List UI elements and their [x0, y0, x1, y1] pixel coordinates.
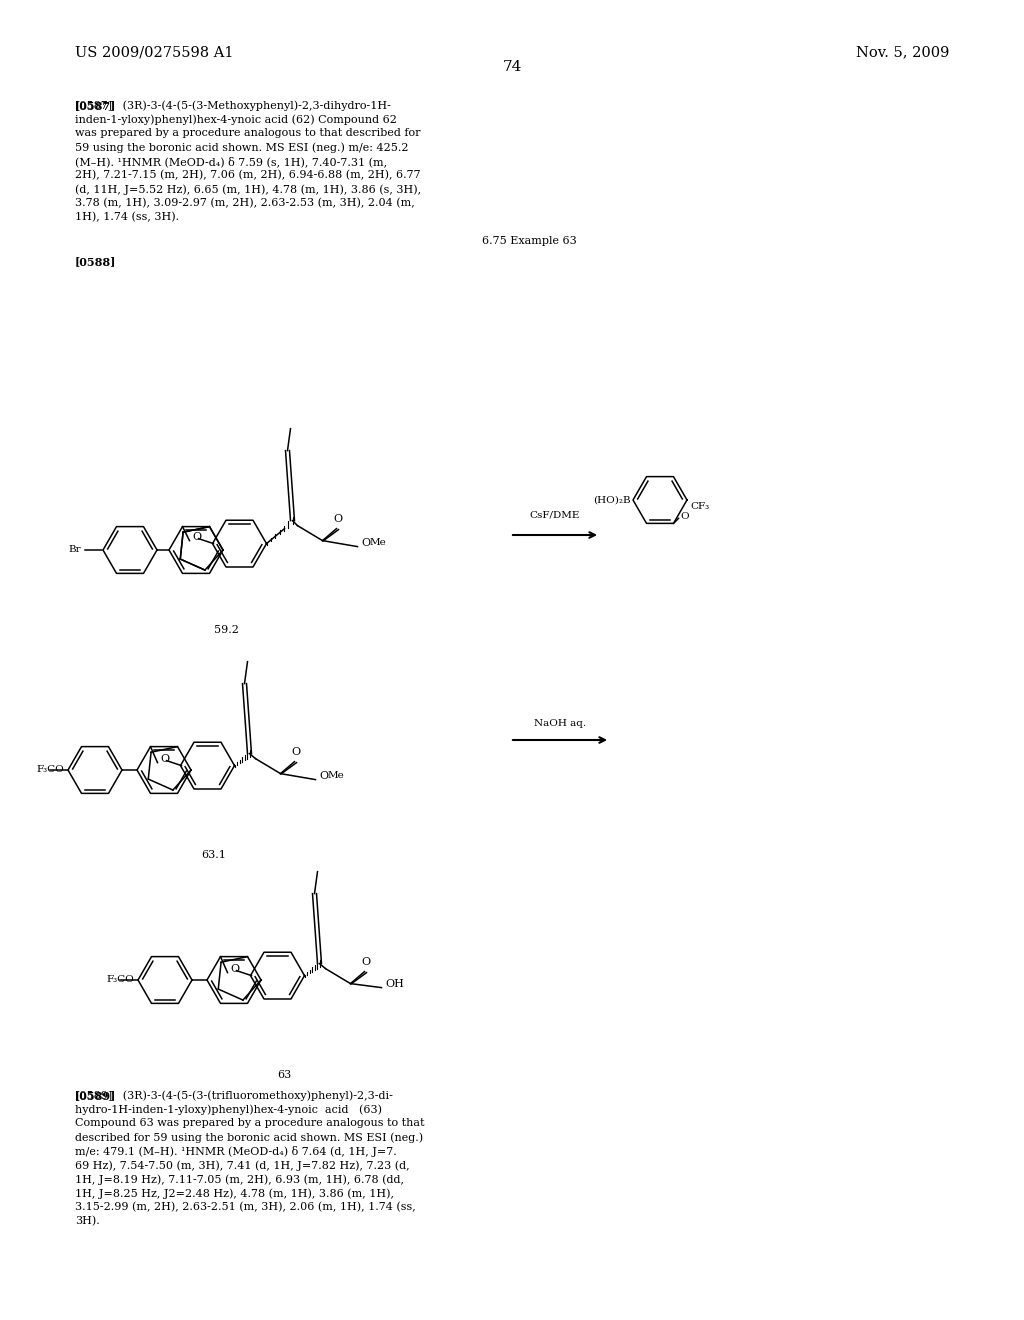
Text: Nov. 5, 2009: Nov. 5, 2009	[856, 45, 949, 59]
Text: F₃CO: F₃CO	[106, 975, 134, 985]
Text: [0587]   (3R)-3-(4-(5-(3-Methoxyphenyl)-2,3-dihydro-1H-: [0587] (3R)-3-(4-(5-(3-Methoxyphenyl)-2,…	[75, 100, 391, 111]
Text: 3.78 (m, 1H), 3.09-2.97 (m, 2H), 2.63-2.53 (m, 3H), 2.04 (m,: 3.78 (m, 1H), 3.09-2.97 (m, 2H), 2.63-2.…	[75, 198, 415, 209]
Text: 1H), 1.74 (ss, 3H).: 1H), 1.74 (ss, 3H).	[75, 213, 179, 222]
Text: Br: Br	[69, 545, 81, 554]
Text: Me: Me	[328, 771, 344, 780]
Text: hydro-1H-inden-1-yloxy)phenyl)hex-4-ynoic  acid   (63): hydro-1H-inden-1-yloxy)phenyl)hex-4-ynoi…	[75, 1104, 382, 1114]
Text: 3.15-2.99 (m, 2H), 2.63-2.51 (m, 3H), 2.06 (m, 1H), 1.74 (ss,: 3.15-2.99 (m, 2H), 2.63-2.51 (m, 3H), 2.…	[75, 1203, 416, 1212]
Text: O: O	[291, 747, 300, 756]
Text: F₃CO: F₃CO	[36, 766, 63, 775]
Text: 63.1: 63.1	[202, 850, 226, 861]
Text: Me: Me	[370, 539, 386, 546]
Text: 59.2: 59.2	[214, 624, 239, 635]
Text: 1H, J=8.25 Hz, J2=2.48 Hz), 4.78 (m, 1H), 3.86 (m, 1H),: 1H, J=8.25 Hz, J2=2.48 Hz), 4.78 (m, 1H)…	[75, 1188, 394, 1199]
Text: O: O	[360, 957, 370, 966]
Text: (HO)₂B: (HO)₂B	[593, 495, 631, 504]
Text: 63: 63	[276, 1071, 291, 1080]
Text: Compound 63 was prepared by a procedure analogous to that: Compound 63 was prepared by a procedure …	[75, 1118, 425, 1129]
Text: US 2009/0275598 A1: US 2009/0275598 A1	[75, 45, 233, 59]
Text: 6.75 Example 63: 6.75 Example 63	[482, 236, 577, 246]
Text: inden-1-yloxy)phenyl)hex-4-ynoic acid (62) Compound 62: inden-1-yloxy)phenyl)hex-4-ynoic acid (6…	[75, 114, 397, 124]
Text: O: O	[161, 754, 170, 763]
Text: [0589]   (3R)-3-(4-(5-(3-(trifluoromethoxy)phenyl)-2,3-di-: [0589] (3R)-3-(4-(5-(3-(trifluoromethoxy…	[75, 1090, 393, 1101]
Text: [0588]: [0588]	[75, 256, 117, 267]
Text: (d, 11H, J=5.52 Hz), 6.65 (m, 1H), 4.78 (m, 1H), 3.86 (s, 3H),: (d, 11H, J=5.52 Hz), 6.65 (m, 1H), 4.78 …	[75, 183, 421, 194]
Text: [0587]: [0587]	[75, 100, 117, 111]
Text: CsF/DME: CsF/DME	[529, 511, 581, 520]
Text: CF₃: CF₃	[690, 502, 710, 511]
Text: O: O	[230, 964, 240, 974]
Text: [0589]: [0589]	[75, 1090, 117, 1101]
Text: O: O	[361, 537, 371, 548]
Text: O: O	[319, 771, 329, 780]
Text: 74: 74	[503, 59, 521, 74]
Text: (M–H). ¹HNMR (MeOD-d₄) δ 7.59 (s, 1H), 7.40-7.31 (m,: (M–H). ¹HNMR (MeOD-d₄) δ 7.59 (s, 1H), 7…	[75, 156, 387, 166]
Text: O: O	[681, 512, 689, 521]
Text: 1H, J=8.19 Hz), 7.11-7.05 (m, 2H), 6.93 (m, 1H), 6.78 (dd,: 1H, J=8.19 Hz), 7.11-7.05 (m, 2H), 6.93 …	[75, 1173, 404, 1184]
Text: NaOH aq.: NaOH aq.	[534, 719, 586, 729]
Text: O: O	[193, 532, 202, 541]
Text: 2H), 7.21-7.15 (m, 2H), 7.06 (m, 2H), 6.94-6.88 (m, 2H), 6.77: 2H), 7.21-7.15 (m, 2H), 7.06 (m, 2H), 6.…	[75, 170, 421, 181]
Text: 59 using the boronic acid shown. MS ESI (neg.) m/e: 425.2: 59 using the boronic acid shown. MS ESI …	[75, 143, 409, 153]
Text: 3H).: 3H).	[75, 1216, 99, 1226]
Text: was prepared by a procedure analogous to that described for: was prepared by a procedure analogous to…	[75, 128, 421, 139]
Text: 69 Hz), 7.54-7.50 (m, 3H), 7.41 (d, 1H, J=7.82 Hz), 7.23 (d,: 69 Hz), 7.54-7.50 (m, 3H), 7.41 (d, 1H, …	[75, 1160, 410, 1171]
Text: O: O	[333, 513, 342, 524]
Text: m/e: 479.1 (M–H). ¹HNMR (MeOD-d₄) δ 7.64 (d, 1H, J=7.: m/e: 479.1 (M–H). ¹HNMR (MeOD-d₄) δ 7.64…	[75, 1146, 396, 1158]
Text: OH: OH	[385, 978, 404, 989]
Text: described for 59 using the boronic acid shown. MS ESI (neg.): described for 59 using the boronic acid …	[75, 1133, 423, 1143]
